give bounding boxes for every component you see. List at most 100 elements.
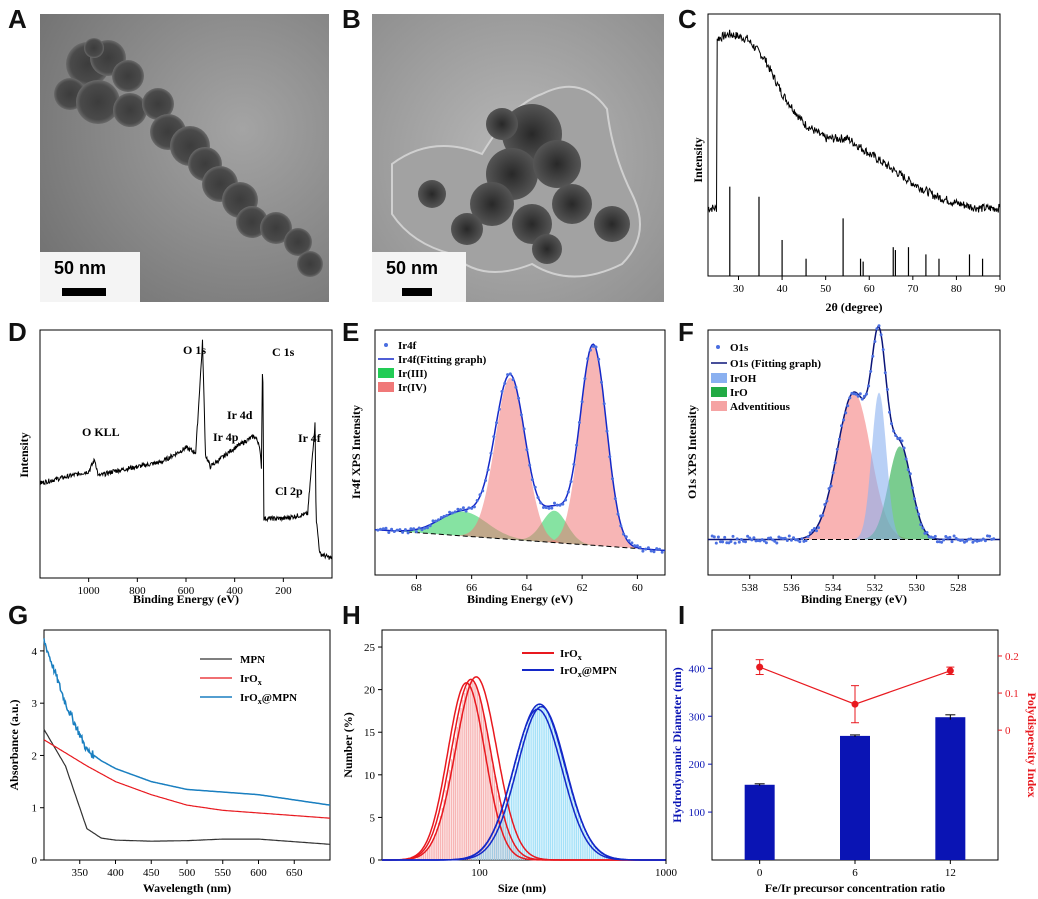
peak-label-cl-2p: Cl 2p <box>275 484 303 498</box>
panel-letter-b: B <box>342 4 361 34</box>
legend-f-label-4: Adventitious <box>730 401 791 413</box>
histogram-bar-irox <box>488 743 490 860</box>
histogram-bar-irox-mpn <box>480 851 483 860</box>
histogram-bar-irox <box>419 856 421 860</box>
xps-point-e <box>376 528 380 532</box>
xtick-label-f: 528 <box>950 582 967 594</box>
chart-d-ylabel: Intensity <box>17 432 31 477</box>
xps-point-f <box>892 429 896 433</box>
xps-point-e <box>450 511 454 515</box>
histogram-bar-irox-mpn <box>594 848 596 860</box>
histogram-bar-irox-mpn <box>562 761 565 860</box>
xps-point-e <box>660 550 664 554</box>
legend-e-label-0: Ir4f <box>398 340 417 352</box>
histogram-bar-irox-mpn <box>520 747 522 860</box>
xps-point-e <box>423 526 427 530</box>
xps-point-e <box>506 373 510 377</box>
xps-point-f <box>848 396 852 400</box>
xps-point-e <box>528 463 532 467</box>
xps-point-f <box>950 540 954 544</box>
xps-point-e <box>646 546 650 550</box>
histogram-bar-irox <box>484 722 486 860</box>
xps-point-e <box>448 510 452 514</box>
histogram-bar-irox <box>456 727 458 860</box>
xps-point-f <box>804 539 808 543</box>
histogram-bar-irox-mpn <box>501 815 503 860</box>
xtick-label-h: 100 <box>471 867 488 879</box>
tem-image-b: 50 nm <box>372 14 664 302</box>
ytick-label-g: 0 <box>32 855 38 867</box>
histogram-bar-irox-mpn <box>499 820 501 860</box>
chart-g-frame <box>43 629 331 861</box>
xps-point-e <box>442 514 446 518</box>
histogram-bar-irox-mpn <box>514 769 516 860</box>
legend-h-irox-sub: x <box>578 653 582 662</box>
chart-i-pdi-series <box>755 659 955 724</box>
chart-h-xlabel: Size (nm) <box>498 881 546 895</box>
xps-point-f <box>862 394 866 398</box>
ytick-label-i: 300 <box>689 711 706 723</box>
xps-point-e <box>611 477 614 481</box>
xtick-label-g: 650 <box>286 867 303 879</box>
xps-point-f <box>854 392 858 396</box>
histogram-bar-irox-mpn <box>536 705 539 860</box>
xtick-label-g: 550 <box>215 867 232 879</box>
histogram-bar-irox <box>437 822 440 860</box>
xps-point-e <box>530 478 534 482</box>
chart-g-xlabel: Wavelength (nm) <box>143 881 231 895</box>
chart-e-frame <box>374 329 666 576</box>
xps-point-e <box>566 490 570 494</box>
peak-label-ir-4d: Ir 4d <box>227 408 253 422</box>
ytick-label-h: 25 <box>364 642 376 654</box>
legend-e-label-2: Ir(III) <box>398 368 428 380</box>
xtick-label-i: 0 <box>757 867 763 879</box>
xps-point-f <box>948 535 952 539</box>
histogram-bar-irox-mpn <box>602 854 604 860</box>
histogram-bar-irox-mpn <box>551 722 553 860</box>
xps-point-e <box>470 506 474 510</box>
ytick-label-h: 15 <box>364 727 376 739</box>
chart-f-data-points <box>710 324 996 545</box>
xps-point-f <box>906 468 910 472</box>
scalebar-a-label: 50 nm <box>54 258 107 278</box>
xps-point-f <box>835 447 839 451</box>
histogram-bar-irox-mpn <box>486 845 488 860</box>
xps-point-e <box>533 485 537 489</box>
chart-e-xlabel: Binding Energy (eV) <box>467 592 573 606</box>
xps-point-f <box>988 534 992 538</box>
xps-point-f <box>762 539 766 543</box>
xps-point-f <box>723 535 727 539</box>
xtick-label-c: 50 <box>820 283 832 295</box>
xps-point-f <box>856 394 860 398</box>
xps-point-f <box>933 534 937 538</box>
histogram-bar-irox <box>439 815 442 860</box>
xps-point-e <box>434 519 438 523</box>
legend-g-irox-base: IrO <box>240 673 258 685</box>
histogram-bar-irox-mpn <box>585 833 587 860</box>
histogram-bar-irox <box>482 713 484 860</box>
histogram-bar-irox <box>454 737 456 860</box>
chart-i-y2label: Polydispersity Index <box>1025 692 1038 797</box>
xps-point-f <box>748 536 752 540</box>
xps-point-e <box>478 493 482 497</box>
tem-image-b-graphic <box>372 14 664 302</box>
xtick-label-f: 536 <box>783 582 800 594</box>
scalebar-a: 50 nm <box>40 252 140 302</box>
histogram-bar-irox-mpn <box>575 809 578 860</box>
xps-point-f <box>871 354 875 358</box>
histogram-bar-irox <box>460 708 462 860</box>
xps-point-e <box>420 528 424 532</box>
histogram-bar-irox-mpn <box>512 776 514 860</box>
xps-point-e <box>616 512 620 516</box>
chart-g-legend: MPN IrOx IrOx@MPN <box>200 654 297 706</box>
xps-point-f <box>817 526 820 530</box>
xps-point-f <box>787 534 791 538</box>
chart-d-survey-curve <box>39 339 333 560</box>
xps-point-f <box>981 537 985 541</box>
pdi-point <box>851 700 859 708</box>
xtick-label-i: 12 <box>945 867 956 879</box>
xps-point-f <box>810 528 814 532</box>
chart-c-ylabel: Intensity <box>691 137 705 182</box>
ytick-label-g: 3 <box>32 698 38 710</box>
xps-point-e <box>475 499 479 502</box>
